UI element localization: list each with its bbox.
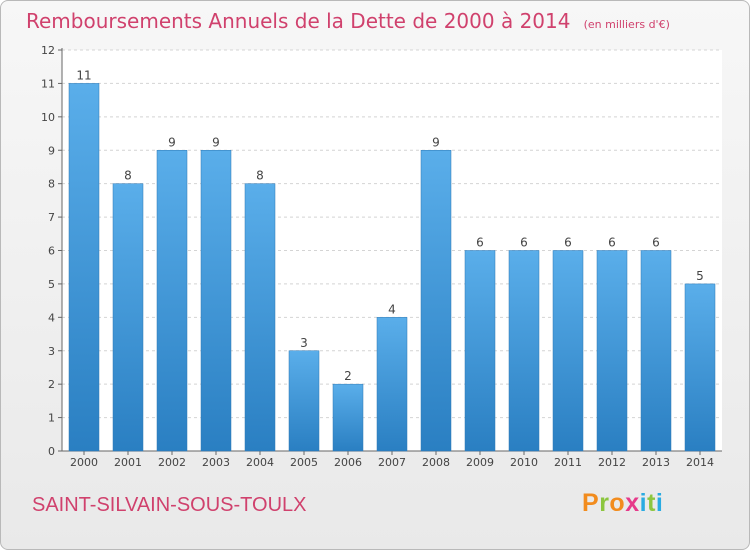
- bar-value-label: 11: [76, 68, 91, 82]
- logo-letter: t: [647, 489, 656, 517]
- y-tick-label: 4: [48, 311, 55, 324]
- logo-letter: x: [625, 489, 640, 517]
- x-tick-label: 2010: [510, 456, 538, 469]
- bar-value-label: 8: [256, 169, 264, 183]
- bar-value-label: 3: [300, 336, 308, 350]
- y-tick-label: 5: [48, 278, 55, 291]
- bar: [464, 250, 496, 452]
- bar: [68, 83, 100, 452]
- x-tick-label: 2009: [466, 456, 494, 469]
- bar-value-label: 6: [476, 236, 484, 250]
- y-tick-label: 6: [48, 245, 55, 258]
- labels: 0123456789101112112000820019200292003820…: [41, 44, 714, 469]
- bar-value-label: 5: [696, 269, 704, 283]
- chart-unit: (en milliers d'€): [583, 18, 670, 31]
- logo-letter: i: [639, 489, 648, 517]
- bar-value-label: 6: [608, 236, 616, 250]
- y-tick-label: 7: [48, 211, 55, 224]
- y-tick-label: 3: [48, 345, 55, 358]
- bar-value-label: 2: [344, 369, 352, 383]
- bar: [420, 150, 452, 452]
- proxiti-logo: Proxiti: [582, 489, 663, 518]
- x-tick-label: 2012: [598, 456, 626, 469]
- bar: [112, 183, 144, 452]
- y-tick-label: 2: [48, 378, 55, 391]
- x-tick-label: 2000: [70, 456, 98, 469]
- bar-value-label: 4: [388, 302, 396, 316]
- x-tick-label: 2003: [202, 456, 230, 469]
- bar: [552, 250, 584, 452]
- logo-letter: o: [609, 489, 626, 517]
- bar-value-label: 9: [168, 135, 176, 149]
- bar-value-label: 9: [432, 135, 440, 149]
- y-tick-label: 10: [41, 111, 55, 124]
- commune-name: SAINT-SILVAIN-SOUS-TOULX: [32, 494, 307, 516]
- bar: [332, 383, 364, 452]
- x-tick-label: 2013: [642, 456, 670, 469]
- bar: [376, 317, 408, 452]
- x-tick-label: 2004: [246, 456, 274, 469]
- x-tick-label: 2005: [290, 456, 318, 469]
- bar: [156, 150, 188, 452]
- bar: [508, 250, 540, 452]
- logo-letter: P: [582, 489, 600, 517]
- x-tick-label: 2008: [422, 456, 450, 469]
- y-tick-label: 12: [41, 44, 55, 57]
- chart-title: Remboursements Annuels de la Dette de 20…: [26, 9, 571, 33]
- bar: [596, 250, 628, 452]
- x-tick-label: 2002: [158, 456, 186, 469]
- x-tick-label: 2014: [686, 456, 714, 469]
- x-tick-label: 2011: [554, 456, 582, 469]
- bar-value-label: 6: [564, 236, 572, 250]
- logo-letter: i: [655, 489, 664, 517]
- bar-value-label: 9: [212, 135, 220, 149]
- bar: [200, 150, 232, 452]
- x-tick-label: 2007: [378, 456, 406, 469]
- bar: [684, 283, 716, 452]
- y-tick-label: 11: [41, 77, 55, 90]
- bar: [288, 350, 320, 452]
- logo-letter: r: [599, 489, 610, 517]
- x-tick-label: 2006: [334, 456, 362, 469]
- bar: [244, 183, 276, 452]
- bar-value-label: 6: [652, 236, 660, 250]
- y-tick-label: 8: [48, 178, 55, 191]
- y-tick-label: 9: [48, 144, 55, 157]
- chart-title-row: Remboursements Annuels de la Dette de 20…: [26, 9, 670, 33]
- bars: [68, 83, 716, 452]
- bar-value-label: 8: [124, 169, 132, 183]
- x-tick-label: 2001: [114, 456, 142, 469]
- y-tick-label: 0: [48, 445, 55, 458]
- y-tick-label: 1: [48, 412, 55, 425]
- bar-value-label: 6: [520, 236, 528, 250]
- bar: [640, 250, 672, 452]
